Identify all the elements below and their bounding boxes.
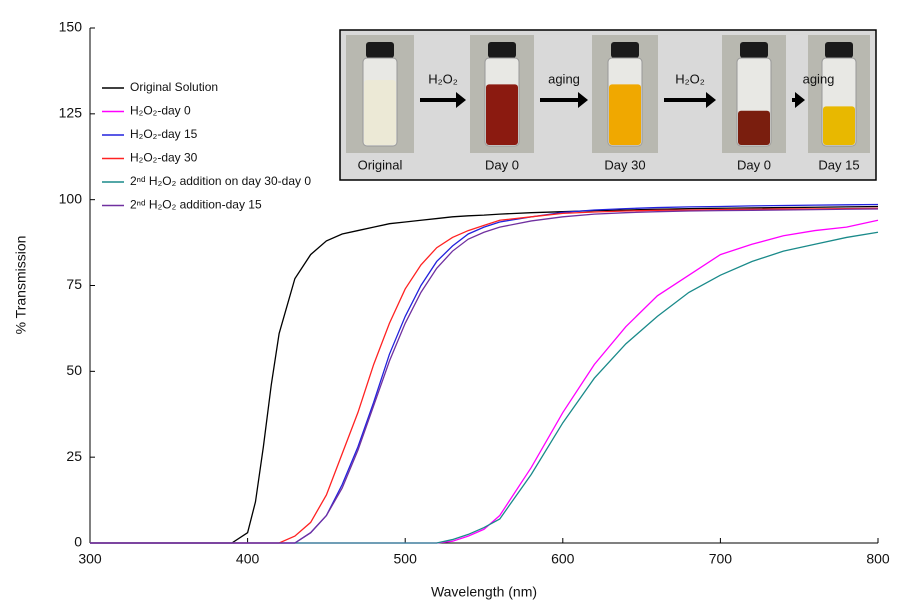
vial-liquid [486, 84, 518, 145]
x-tick-label: 700 [709, 551, 733, 567]
legend-label: H₂O₂-day 0 [130, 104, 191, 118]
x-tick-label: 400 [236, 551, 260, 567]
vial-liquid [823, 106, 855, 145]
y-tick-label: 100 [59, 190, 83, 206]
vial-cap [825, 42, 853, 58]
series-line [90, 207, 878, 543]
x-tick-label: 500 [394, 551, 418, 567]
arrow-label: H₂O₂ [675, 71, 705, 86]
vial-cap [488, 42, 516, 58]
y-tick-label: 25 [66, 448, 82, 464]
x-axis-label: Wavelength (nm) [431, 584, 537, 600]
photo-label: Day 15 [818, 157, 859, 172]
legend-label: 2ⁿᵈ H₂O₂ addition on day 30-day 0 [130, 174, 311, 188]
x-tick-label: 300 [78, 551, 102, 567]
vial-liquid [364, 80, 396, 145]
vial-liquid [609, 84, 641, 145]
photo-label: Original [358, 157, 403, 172]
vial-cap [740, 42, 768, 58]
series-line [90, 204, 878, 543]
x-tick-label: 800 [866, 551, 890, 567]
photo-label: Day 30 [604, 157, 645, 172]
chart: Wavelength (nm) % Transmission Original D… [0, 0, 898, 608]
arrow-label: aging [548, 71, 580, 86]
x-tick-label: 600 [551, 551, 575, 567]
vial-liquid [738, 111, 770, 145]
legend-label: H₂O₂-day 15 [130, 127, 198, 141]
legend-label: 2ⁿᵈ H₂O₂ addition-day 15 [130, 198, 262, 212]
y-tick-label: 125 [59, 105, 83, 121]
y-axis-label: % Transmission [13, 236, 29, 335]
legend-label: Original Solution [130, 80, 218, 94]
y-tick-label: 150 [59, 19, 83, 35]
series-line [90, 232, 878, 543]
arrow-label: H₂O₂ [428, 71, 458, 86]
y-tick-label: 0 [74, 534, 82, 550]
y-tick-label: 50 [66, 362, 82, 378]
legend-label: H₂O₂-day 30 [130, 151, 198, 165]
photo-label: Day 0 [737, 157, 771, 172]
arrow-label: aging [803, 71, 835, 86]
y-tick-label: 75 [66, 276, 82, 292]
vial-cap [611, 42, 639, 58]
photo-label: Day 0 [485, 157, 519, 172]
vial-cap [366, 42, 394, 58]
inset: Original Day 0 Day 30 Day 0 Day 15 H₂O₂ aging H… [340, 30, 876, 180]
series-line [90, 220, 878, 543]
